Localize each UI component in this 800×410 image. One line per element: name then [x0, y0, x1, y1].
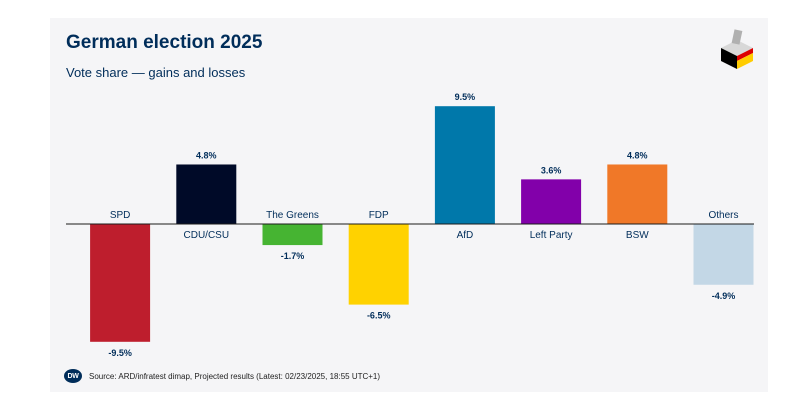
bar-others [693, 224, 754, 285]
value-label: 9.5% [455, 92, 476, 102]
category-label: The Greens [266, 210, 319, 221]
bar-the-greens [262, 224, 323, 246]
value-label: -4.9% [712, 291, 736, 301]
bar-left-party [521, 179, 582, 224]
chart-subtitle: Vote share — gains and losses [66, 65, 246, 80]
source-text: Source: ARD/infratest dimap, Projected r… [89, 371, 381, 381]
dw-logo-icon: DW [64, 369, 82, 383]
chart-title: German election 2025 [66, 32, 263, 53]
category-label: FDP [369, 210, 389, 221]
value-label: -9.5% [108, 348, 132, 358]
value-label: 3.6% [541, 165, 562, 175]
category-label: CDU/CSU [184, 230, 230, 241]
category-label: BSW [626, 230, 649, 241]
bar-bsw [607, 164, 668, 224]
bar-chart: SPD -9.5% CDU/CSU 4.8% The Greens -1.7% FDP -6.… [66, 92, 754, 358]
chart-card: German election 2025 Vote share — gains … [50, 18, 768, 392]
category-label: Others [708, 210, 738, 221]
category-label: SPD [110, 210, 131, 221]
bar-spd [90, 224, 151, 342]
ballot-box-icon [721, 29, 753, 69]
value-label: -1.7% [281, 251, 305, 261]
bar-cdu-csu [176, 164, 237, 224]
value-label: 4.8% [627, 150, 648, 160]
category-label: AfD [457, 230, 474, 241]
value-label: 4.8% [196, 150, 217, 160]
value-label: -6.5% [367, 311, 391, 321]
source-footer: DW Source: ARD/infratest dimap, Projecte… [64, 368, 380, 384]
category-label: Left Party [530, 230, 573, 241]
bar-afd [434, 106, 495, 224]
bar-fdp [348, 224, 409, 305]
